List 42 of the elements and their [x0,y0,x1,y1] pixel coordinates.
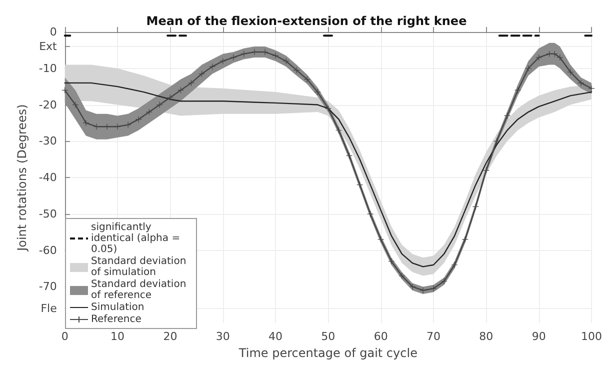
point [82,120,89,126]
chart-title: Mean of the flexion-extension of the right knee [146,14,467,28]
x-tick-label: 0 [61,330,68,344]
annotation: Standard deviation of simulation [91,256,188,278]
x-axis-title: Time percentage of gait cycle [238,346,418,360]
point [430,286,437,292]
x-tick-label: 10 [110,330,125,344]
y-axis-title: Joint rotations (Degrees) [15,104,29,252]
x-tick-label: 20 [163,330,178,344]
y-tick-label: -60 [38,244,57,257]
y-tick-label: Ext [39,40,58,54]
legend-label: significantly identical (alpha = 0.05) [91,222,182,255]
y-tick-label: 0 [50,26,57,38]
point [230,54,236,60]
y-tick-label: -30 [38,134,57,148]
y-tick-label: Fle [40,302,58,316]
x-tick-label: 60 [374,330,388,344]
point [272,52,279,59]
legend-label: Simulation [91,302,144,313]
point [567,69,574,76]
y-tick-label: -20 [38,98,57,112]
x-tick-label: 40 [268,330,283,344]
legend-label: Reference [91,314,142,325]
point [420,287,426,294]
y-tick-label: -10 [38,62,57,75]
annotation: Standard deviation of reference [91,279,188,301]
x-tick-label: 90 [532,330,546,344]
x-tick-label: 50 [321,330,336,344]
y-tick-label: -70 [38,280,57,294]
point [167,94,174,100]
point [314,89,321,96]
y-tick-label: -50 [38,207,57,220]
point [578,80,584,86]
point [556,54,563,60]
point [588,85,594,92]
x-tick-label: 80 [479,330,494,344]
y-tick-label: -40 [38,171,57,184]
x-tick-label: 30 [216,330,230,344]
x-tick-label: 70 [426,330,441,344]
point [536,54,542,60]
x-tick-label: 100 [581,330,602,344]
point [441,278,448,284]
